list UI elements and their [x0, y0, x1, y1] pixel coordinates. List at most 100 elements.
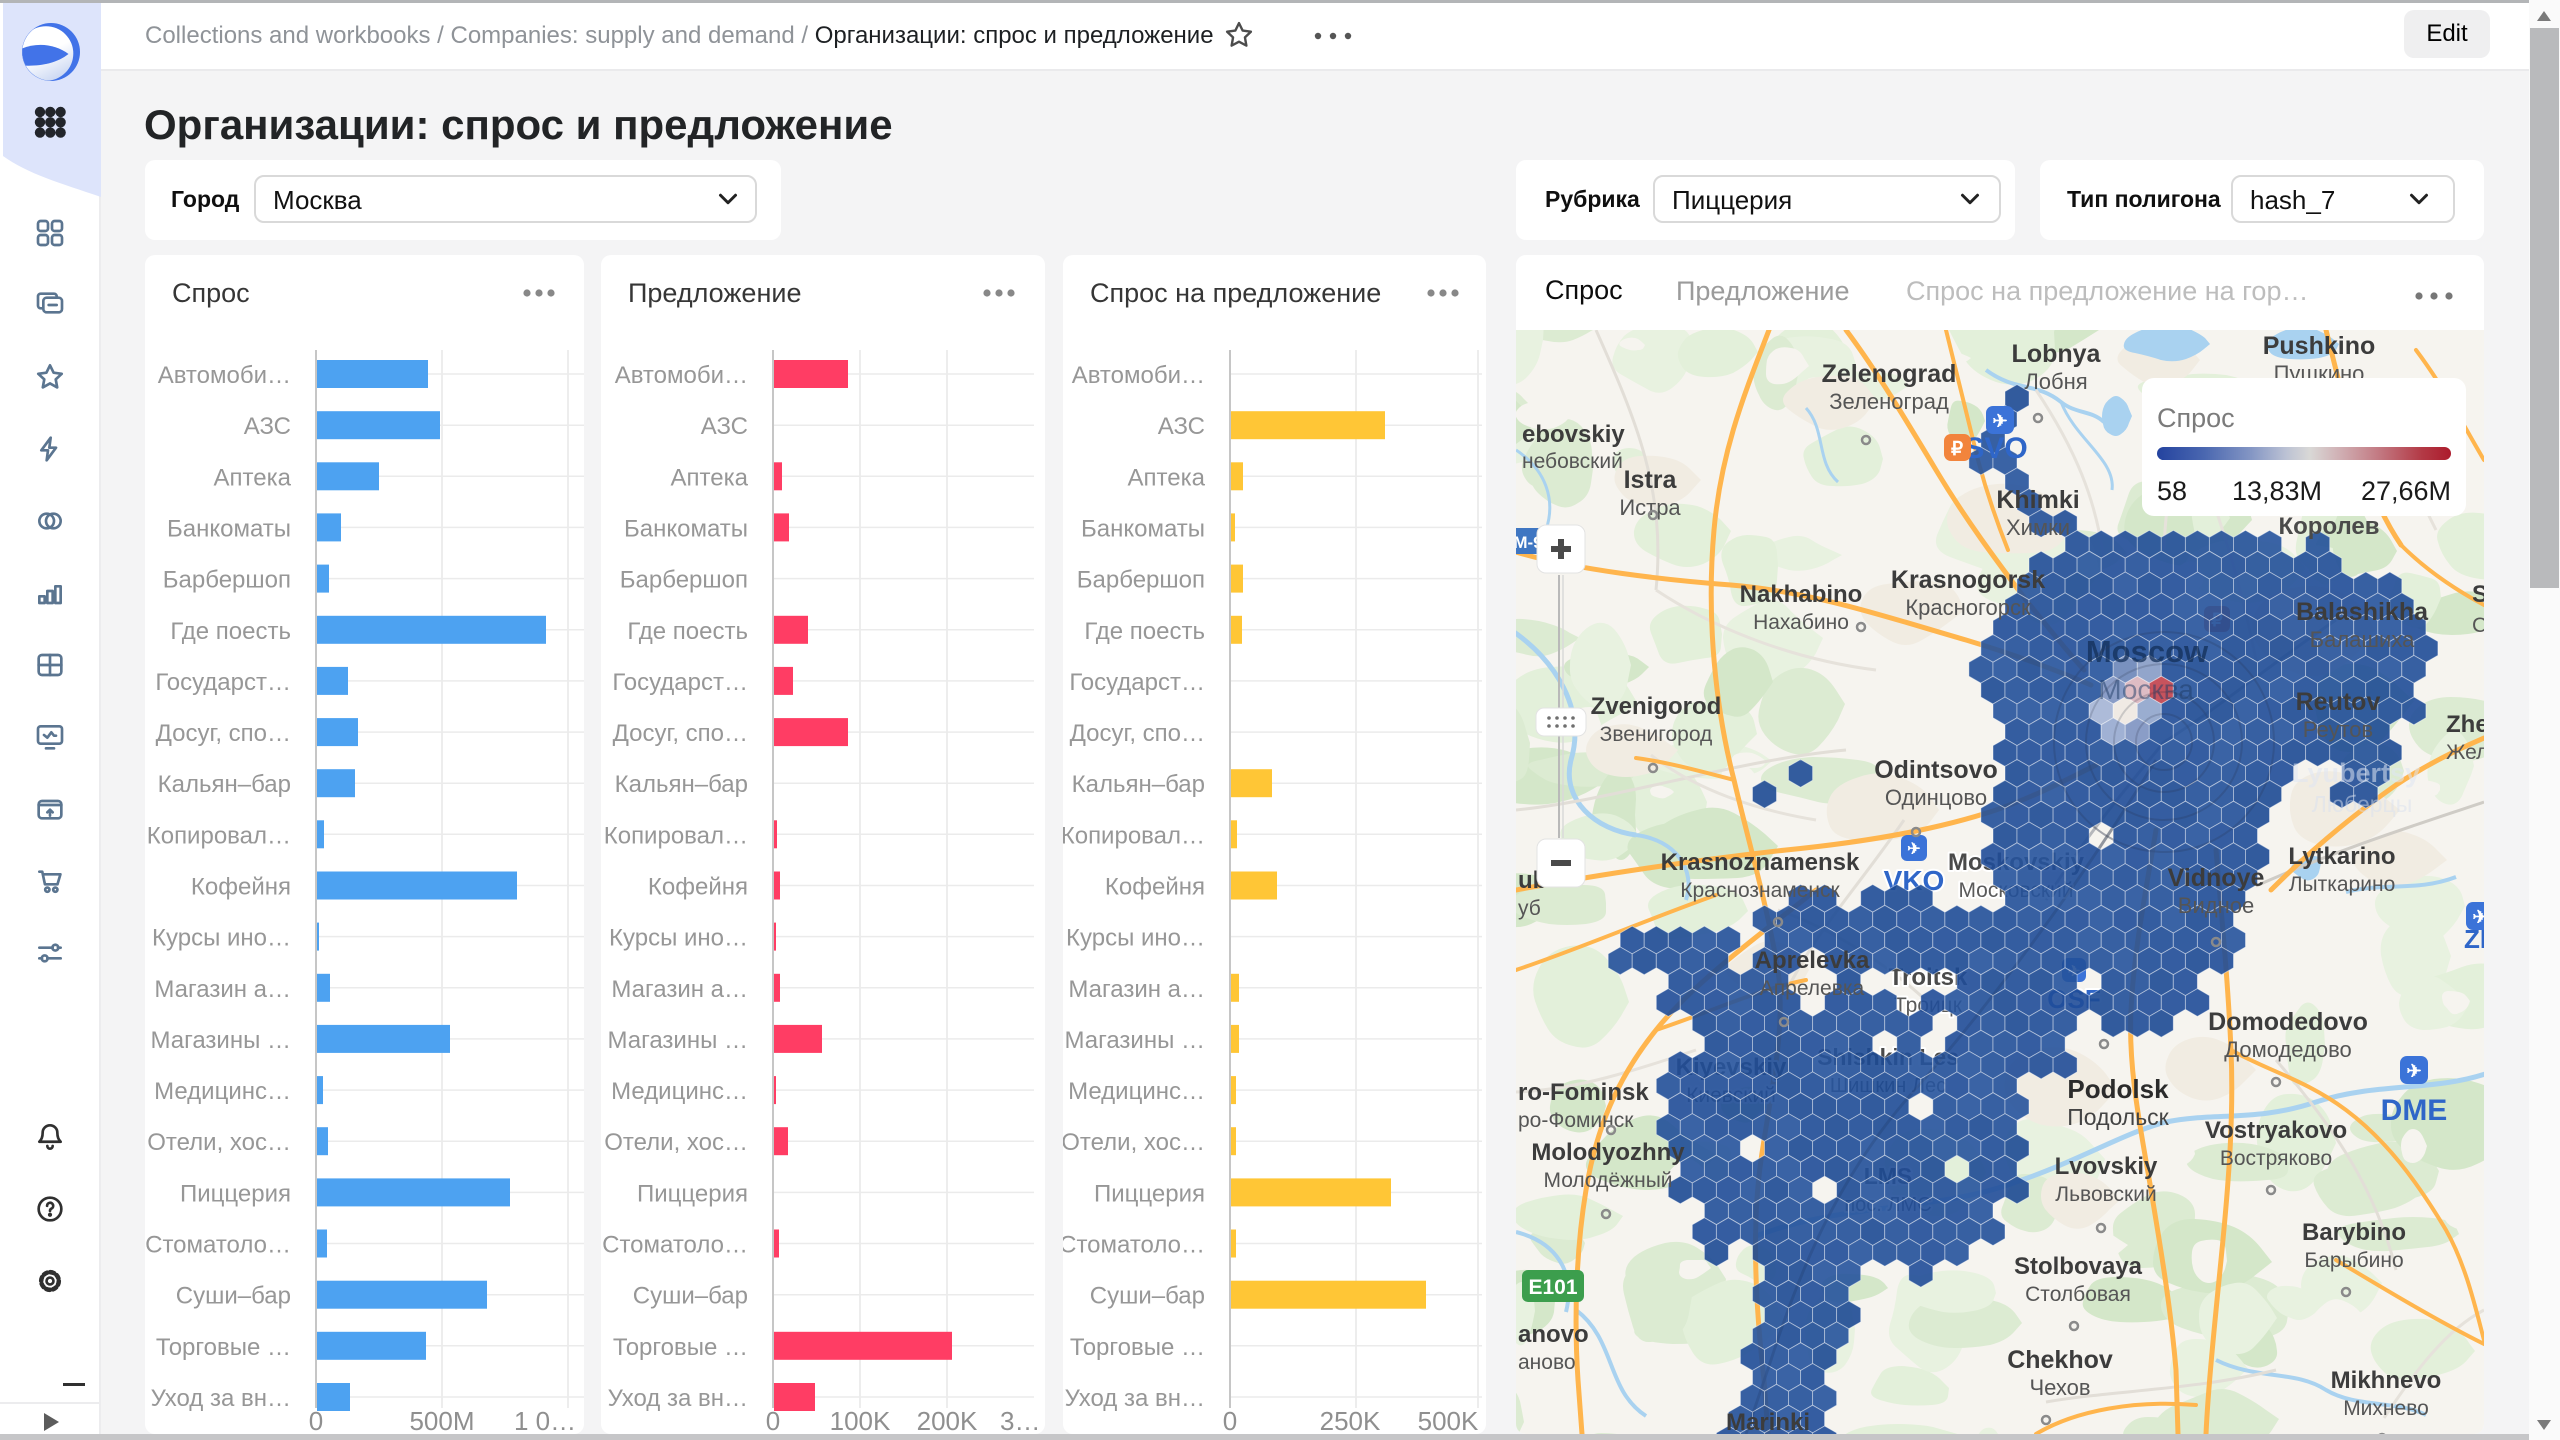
svg-text:Копировал…: Копировал…: [1063, 822, 1205, 849]
svg-text:Лобня: Лобня: [2024, 369, 2087, 394]
svg-text:Barybino: Barybino: [2302, 1219, 2406, 1246]
svg-text:Где поесть: Где поесть: [170, 618, 291, 645]
svg-text:500M: 500M: [409, 1406, 474, 1434]
svg-text:Кальян–бар: Кальян–бар: [158, 771, 291, 798]
svg-text:Аптека: Аптека: [214, 464, 292, 491]
svg-text:Стоматоло…: Стоматоло…: [1063, 1232, 1205, 1259]
svg-text:Lobnya: Lobnya: [2012, 340, 2102, 368]
svg-text:Медицинс…: Медицинс…: [611, 1078, 748, 1105]
svg-text:Stara: Stara: [2472, 581, 2484, 608]
svg-text:Подольск: Подольск: [2067, 1104, 2169, 1130]
svg-text:✈: ✈: [1992, 411, 2007, 431]
svg-text:Химки: Химки: [2006, 515, 2070, 540]
svg-text:Львовский: Львовский: [2055, 1183, 2156, 1206]
svg-text:Ста: Ста: [2472, 614, 2484, 637]
svg-text:Апрелевка: Апрелевка: [1760, 977, 1865, 1000]
svg-text:Пиццерия: Пиццерия: [180, 1180, 291, 1207]
svg-text:Где поесть: Где поесть: [627, 618, 748, 645]
svg-text:уб: уб: [1518, 897, 1541, 920]
svg-text:Магазин а…: Магазин а…: [611, 976, 748, 1003]
svg-text:Медицинс…: Медицинс…: [154, 1078, 291, 1105]
svg-text:Михнево: Михнево: [2343, 1397, 2429, 1420]
svg-text:Stolbovaya: Stolbovaya: [2014, 1253, 2143, 1280]
svg-text:ZIA: ZIA: [2464, 924, 2484, 954]
svg-text:Досуг, спо…: Досуг, спо…: [1070, 720, 1205, 747]
svg-text:Balashikha: Balashikha: [2296, 598, 2429, 626]
svg-text:Pushkino: Pushkino: [2263, 332, 2376, 360]
svg-text:Домодедово: Домодедово: [2224, 1037, 2352, 1062]
svg-text:Mikhnevo: Mikhnevo: [2331, 1367, 2442, 1394]
svg-text:Пиццерия: Пиццерия: [1094, 1180, 1205, 1207]
svg-text:Отели, хос…: Отели, хос…: [604, 1129, 748, 1156]
svg-text:Курсы ино…: Курсы ино…: [152, 925, 291, 952]
svg-text:Суши–бар: Суши–бар: [633, 1283, 748, 1310]
svg-text:Железно: Железно: [2446, 741, 2484, 764]
svg-text:Медицинс…: Медицинс…: [1068, 1078, 1205, 1105]
svg-text:Chekhov: Chekhov: [2007, 1346, 2113, 1374]
svg-text:Domodedovo: Domodedovo: [2208, 1008, 2368, 1036]
svg-text:27,66M: 27,66M: [2361, 476, 2451, 506]
svg-text:Королев: Королев: [2278, 513, 2379, 540]
svg-text:Спрос на предложение: Спрос на предложение: [1090, 278, 1381, 308]
svg-text:0: 0: [309, 1406, 323, 1434]
svg-text:Aprelevka: Aprelevka: [1755, 947, 1870, 974]
svg-text:200K: 200K: [917, 1406, 978, 1434]
svg-text:3…: 3…: [1000, 1406, 1040, 1434]
svg-text:Реутов: Реутов: [2303, 717, 2373, 742]
svg-text:Krasnoznamensk: Krasnoznamensk: [1661, 849, 1860, 876]
svg-text:✈: ✈: [2406, 1061, 2421, 1081]
svg-text:0: 0: [1223, 1406, 1237, 1434]
svg-text:DME: DME: [2381, 1094, 2448, 1127]
svg-text:Уход за вн…: Уход за вн…: [608, 1385, 748, 1412]
svg-text:Кальян–бар: Кальян–бар: [1072, 771, 1205, 798]
svg-text:Zhelez: Zhelez: [2446, 711, 2484, 738]
svg-text:Барыбино: Барыбино: [2304, 1249, 2403, 1272]
svg-text:Видное: Видное: [2178, 893, 2254, 918]
svg-text:Спрос: Спрос: [2157, 403, 2235, 433]
svg-text:Lvovskiy: Lvovskiy: [2055, 1153, 2158, 1180]
svg-text:1 0…: 1 0…: [514, 1406, 576, 1434]
svg-text:Molodyozhny: Molodyozhny: [1531, 1139, 1685, 1166]
svg-text:Суши–бар: Суши–бар: [176, 1283, 291, 1310]
svg-text:Аптека: Аптека: [1128, 464, 1206, 491]
svg-text:Зеленоград: Зеленоград: [1829, 389, 1949, 414]
svg-text:ро-Фоминск: ро-Фоминск: [1518, 1109, 1634, 1132]
svg-text:Красногорск: Красногорск: [1905, 595, 2031, 620]
svg-text:Krasnogorsk: Krasnogorsk: [1891, 566, 2045, 594]
svg-text:Магазины …: Магазины …: [151, 1027, 292, 1054]
svg-text:Торговые …: Торговые …: [613, 1334, 748, 1361]
svg-text:Предложение: Предложение: [628, 278, 801, 308]
svg-text:ebovskiy: ebovskiy: [1522, 421, 1625, 448]
svg-text:Суши–бар: Суши–бар: [1090, 1283, 1205, 1310]
svg-text:Молодёжный: Молодёжный: [1543, 1169, 1672, 1192]
svg-text:Nakhabino: Nakhabino: [1740, 581, 1863, 608]
svg-text:Отели, хос…: Отели, хос…: [1063, 1129, 1205, 1156]
svg-text:Reutov: Reutov: [2296, 688, 2381, 716]
svg-text:Магазины …: Магазины …: [608, 1027, 749, 1054]
svg-text:Магазин а…: Магазин а…: [154, 976, 291, 1003]
svg-text:Где поесть: Где поесть: [1084, 618, 1205, 645]
svg-text:Государст…: Государст…: [612, 669, 748, 696]
svg-text:Государст…: Государст…: [1069, 669, 1205, 696]
svg-text:Автомоби…: Автомоби…: [615, 362, 748, 389]
svg-text:АЗС: АЗС: [1158, 413, 1205, 440]
svg-text:небовский: небовский: [1522, 450, 1623, 473]
svg-text:58: 58: [2157, 476, 2187, 506]
svg-text:Стоматоло…: Стоматоло…: [145, 1232, 291, 1259]
svg-text:Чехов: Чехов: [2029, 1375, 2090, 1400]
svg-text:Досуг, спо…: Досуг, спо…: [156, 720, 291, 747]
svg-text:Копировал…: Копировал…: [604, 822, 748, 849]
svg-text:Podolsk: Podolsk: [2067, 1074, 2169, 1104]
svg-text:Уход за вн…: Уход за вн…: [1065, 1385, 1205, 1412]
svg-text:Звенигород: Звенигород: [1600, 723, 1713, 746]
svg-text:Стоматоло…: Стоматоло…: [602, 1232, 748, 1259]
svg-text:500K: 500K: [1418, 1406, 1479, 1434]
svg-text:Банкоматы: Банкоматы: [1081, 515, 1205, 542]
svg-text:Кофейня: Кофейня: [1105, 874, 1205, 901]
svg-text:Магазины …: Магазины …: [1065, 1027, 1206, 1054]
svg-text:Vidnoye: Vidnoye: [2168, 864, 2265, 892]
svg-text:Курсы ино…: Курсы ино…: [1066, 925, 1205, 952]
svg-text:Vostryakovo: Vostryakovo: [2205, 1117, 2347, 1144]
svg-text:anovo: anovo: [1518, 1321, 1589, 1348]
svg-text:SVO: SVO: [1964, 432, 2027, 465]
